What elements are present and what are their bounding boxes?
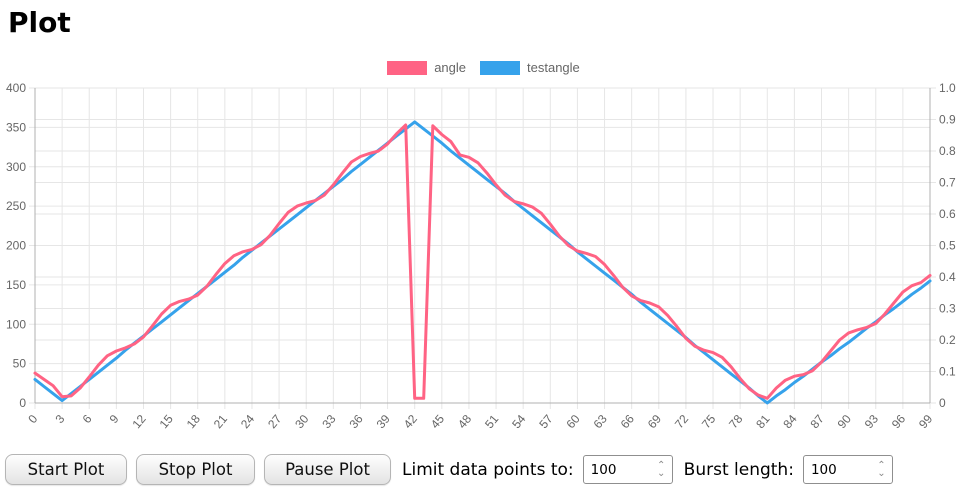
y-left-tick-label: 100 (6, 317, 26, 331)
x-tick-label: 36 (346, 412, 366, 431)
series-line-testangle (33, 120, 932, 405)
burst-length-field-wrap: ⌃ ⌄ (802, 455, 893, 484)
y-right-tick-label: 0.2 (939, 333, 956, 347)
spinner-up-icon[interactable]: ⌃ (877, 459, 886, 471)
burst-length-label: Burst length: (683, 459, 794, 480)
limit-data-points-field-wrap: ⌃ ⌄ (582, 455, 673, 484)
legend-item-testangle[interactable]: testangle (480, 60, 580, 75)
controls-bar: Start Plot Stop Plot Pause Plot Limit da… (5, 454, 893, 485)
x-tick-label: 99 (916, 412, 936, 431)
legend-label-angle: angle (434, 60, 467, 75)
x-tick-label: 42 (401, 412, 421, 431)
x-tick-label: 15 (157, 412, 177, 431)
x-tick-label: 51 (482, 412, 502, 431)
x-tick-label: 0 (25, 412, 40, 426)
y-left-tick-label: 200 (6, 239, 26, 253)
y-right-tick-label: 0.9 (939, 113, 956, 127)
chart-container: angle testangle 400 350 300 250 200 150 100 50 0… (0, 56, 967, 448)
spinner-down-icon[interactable]: ⌄ (877, 467, 886, 479)
x-tick-label: 45 (428, 412, 448, 431)
y-left-tick-label: 50 (13, 357, 27, 371)
x-tick-label: 54 (509, 412, 529, 431)
series-line-angle (33, 123, 932, 400)
spinner-up-icon[interactable]: ⌃ (656, 459, 666, 471)
x-tick-label: 69 (645, 412, 665, 431)
spinner-down-icon[interactable]: ⌄ (656, 467, 666, 479)
burst-length-input[interactable] (803, 460, 871, 479)
legend-swatch-angle (387, 60, 428, 75)
y-right-tick-label: 0.6 (939, 207, 956, 221)
y-right-tick-label: 0.7 (939, 176, 956, 190)
x-tick-label: 3 (52, 412, 67, 426)
plot-canvas[interactable]: 4003503002502001501005001.00.90.80.70.60… (0, 56, 967, 448)
y-left-tick-label: 250 (6, 199, 26, 213)
x-tick-label: 75 (699, 412, 719, 431)
x-tick-label: 18 (184, 412, 204, 431)
y-left-tick-label: 150 (6, 278, 26, 292)
x-tick-label: 87 (808, 412, 828, 431)
x-tick-label: 63 (591, 412, 611, 431)
x-tick-label: 96 (889, 412, 909, 431)
x-tick-label: 57 (536, 412, 556, 431)
x-tick-label: 33 (319, 412, 339, 431)
y-left-tick-label: 350 (6, 120, 26, 134)
x-tick-label: 60 (563, 412, 583, 431)
y-right-tick-label: 0.5 (939, 239, 956, 253)
y-right-tick-label: 0.8 (939, 144, 956, 158)
page-title: Plot (8, 6, 71, 39)
pause-plot-button[interactable]: Pause Plot (264, 454, 391, 485)
legend-item-angle[interactable]: angle (387, 60, 466, 75)
y-right-tick-label: 0 (939, 396, 946, 410)
x-tick-label: 72 (672, 412, 692, 431)
y-right-tick-label: 1.0 (939, 81, 956, 95)
legend-label-testangle: testangle (527, 60, 580, 75)
x-tick-label: 93 (862, 412, 882, 431)
y-left-tick-label: 300 (6, 160, 26, 174)
limit-spinner[interactable]: ⌃ ⌄ (651, 459, 672, 479)
x-tick-label: 39 (374, 412, 394, 431)
x-tick-label: 81 (753, 412, 773, 431)
x-tick-label: 84 (780, 412, 800, 431)
limit-data-points-label: Limit data points to: (402, 459, 574, 480)
x-tick-label: 21 (211, 412, 231, 431)
y-right-tick-label: 0.1 (939, 365, 956, 379)
y-right-tick-label: 0.4 (939, 270, 956, 284)
x-tick-label: 12 (129, 412, 149, 431)
limit-data-points-input[interactable] (583, 460, 651, 479)
x-tick-label: 30 (292, 412, 312, 431)
x-tick-label: 6 (80, 412, 95, 426)
legend-swatch-testangle (480, 60, 521, 75)
start-plot-button[interactable]: Start Plot (5, 454, 127, 485)
x-tick-label: 66 (618, 412, 638, 431)
x-tick-label: 24 (238, 412, 258, 431)
x-tick-label: 9 (107, 412, 122, 426)
x-tick-label: 48 (455, 412, 475, 431)
x-tick-label: 78 (726, 412, 746, 431)
y-left-tick-label: 400 (6, 81, 26, 95)
x-tick-label: 90 (835, 412, 855, 431)
burst-spinner[interactable]: ⌃ ⌄ (871, 459, 892, 479)
stop-plot-button[interactable]: Stop Plot (136, 454, 255, 485)
x-tick-label: 27 (265, 412, 285, 431)
y-left-tick-label: 0 (19, 396, 26, 410)
y-right-tick-label: 0.3 (939, 302, 956, 316)
chart-legend: angle testangle (0, 60, 967, 75)
